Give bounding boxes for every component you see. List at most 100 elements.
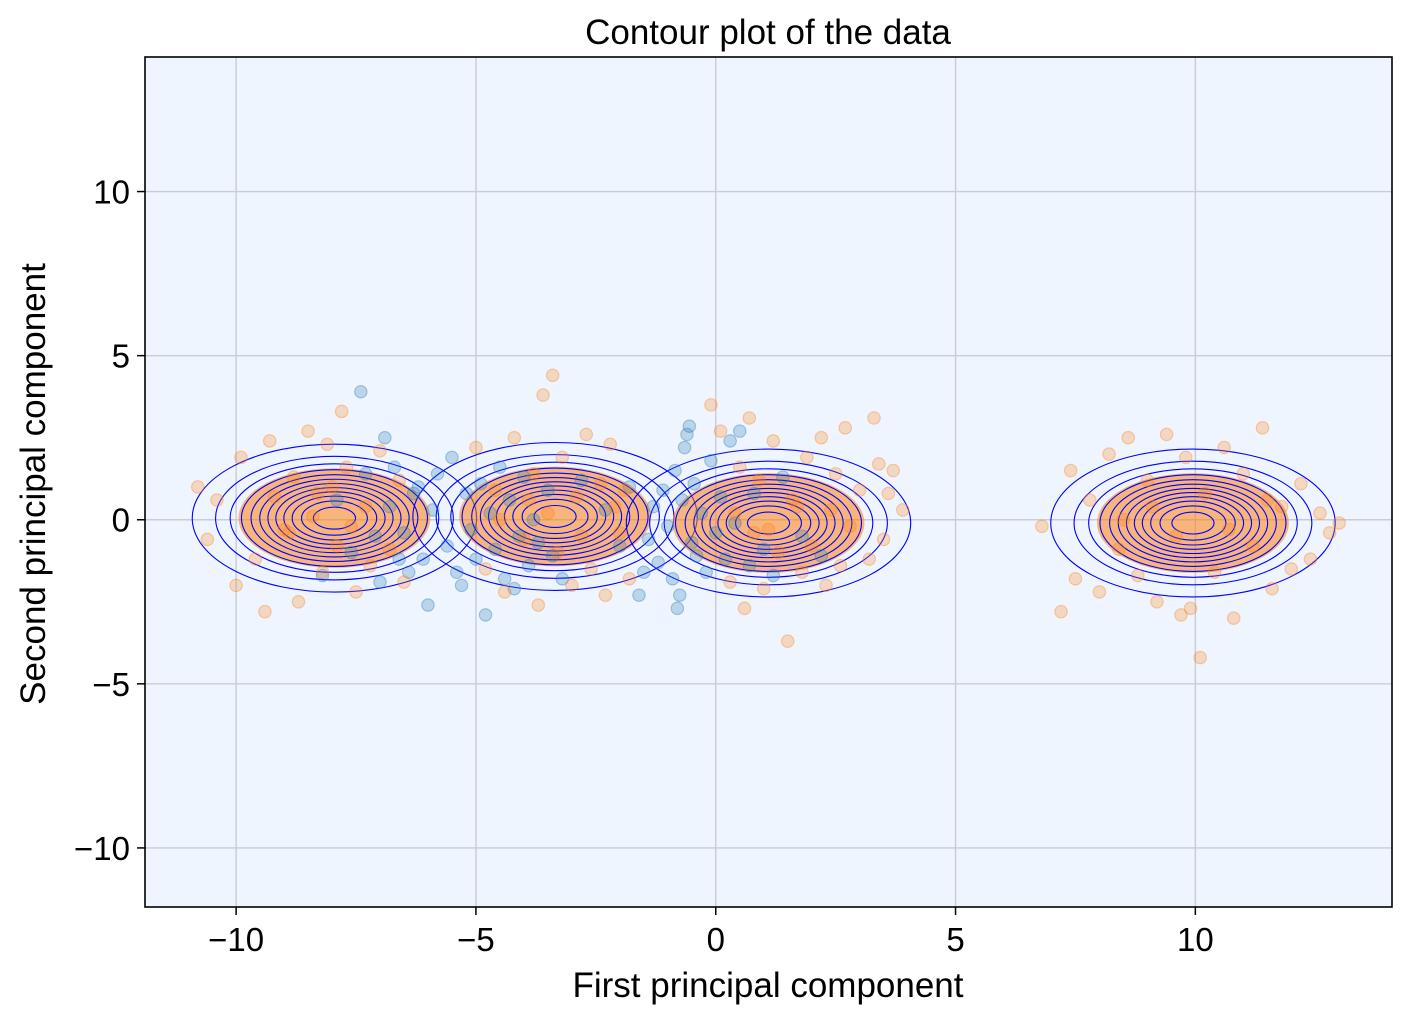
scatter-point (392, 552, 406, 566)
scatter-point (541, 506, 555, 520)
scatter-point (636, 565, 651, 580)
kde-contour-line (240, 469, 429, 568)
scatter-point (747, 526, 761, 540)
scatter-point (1236, 466, 1251, 481)
kde-contour-line (1125, 487, 1261, 559)
scatter-point (397, 575, 411, 589)
kde-contour-line (461, 467, 649, 566)
kde-contour-line (229, 463, 440, 573)
scatter-point (852, 483, 867, 498)
scatter-point (1207, 565, 1222, 580)
kde-contour-line (1073, 460, 1313, 586)
chart-title: Contour plot of the data (585, 13, 951, 52)
scatter-point (742, 558, 757, 573)
x-tick-label: 10 (1177, 921, 1214, 958)
kde-contour-line (1109, 479, 1277, 567)
scatter-point (229, 578, 243, 593)
scatter-point (531, 598, 546, 612)
scatter-point (833, 558, 848, 573)
scatter-point (425, 503, 440, 517)
scatter-point (862, 552, 877, 566)
scatter-point (680, 427, 694, 442)
scatter-point (704, 398, 718, 412)
scatter-point (1183, 601, 1198, 616)
kde-core-fill (238, 468, 431, 568)
scatter-point (310, 486, 325, 501)
kde-contour-line (1159, 505, 1227, 541)
scatter-point (1063, 463, 1078, 478)
scatter-point (687, 476, 701, 491)
scatter-point (732, 424, 747, 438)
scatter-point (1265, 581, 1279, 596)
scatter-point (545, 549, 560, 563)
scatter-point (459, 486, 474, 501)
scatter-point (478, 562, 493, 576)
scatter-point (670, 601, 685, 616)
kde-contour-line (250, 474, 419, 563)
scatter-point (1068, 572, 1083, 586)
scatter-point (512, 529, 526, 543)
scatter-point (732, 460, 747, 475)
scatter-point (200, 532, 215, 547)
scatter-point (1092, 585, 1107, 599)
scatter-point (354, 384, 368, 399)
y-tick-label: −10 (74, 830, 130, 867)
scatter-point (440, 539, 454, 553)
scatter-point (306, 509, 320, 524)
scatter-point (387, 460, 402, 475)
y-tick-label: 10 (93, 174, 130, 211)
scatter-point (541, 483, 555, 498)
scatter-point (766, 568, 781, 583)
scatter-point (646, 499, 661, 514)
kde-contour-line (300, 500, 368, 536)
scatter-point (339, 460, 354, 475)
scatter-point (373, 444, 387, 458)
kde-contour-line (746, 511, 791, 535)
scatter-point (1198, 486, 1212, 501)
kde-contour-line (701, 487, 836, 559)
scatter-point (1140, 473, 1155, 488)
kde-contour-line (283, 491, 386, 545)
scatter-point (286, 470, 301, 484)
scatter-point (713, 424, 728, 438)
scatter-point (795, 529, 809, 543)
scatter-point (344, 545, 359, 560)
scatter-point (677, 440, 692, 455)
scatter-point (574, 529, 589, 543)
scatter-point (684, 535, 699, 550)
kde-contour-line (450, 461, 660, 572)
scatter-point (406, 486, 421, 501)
scatter-point (521, 558, 536, 573)
scatter-point (872, 457, 886, 471)
scatter-point (660, 519, 675, 534)
scatter-point (1246, 539, 1260, 553)
scatter-point (895, 503, 910, 517)
scatter-point (315, 568, 330, 583)
scatter-point (598, 503, 613, 517)
scatter-point (1322, 526, 1337, 540)
scatter-point (464, 522, 478, 537)
kde-contour-line (1133, 491, 1253, 555)
kde-contour-line (275, 487, 394, 550)
scatter-point (526, 466, 541, 481)
scatter-point (325, 480, 339, 494)
scatter-point (1102, 447, 1116, 461)
scatter-point (838, 421, 853, 435)
scatter-point (1178, 450, 1193, 465)
scatter-point (699, 565, 713, 580)
scatter-point (622, 572, 637, 586)
scatter-point (800, 450, 814, 465)
scatter-point (493, 512, 507, 527)
scatter-point (344, 519, 359, 534)
scatter-point (704, 453, 718, 468)
kde-core-fill (1097, 473, 1289, 573)
scatter-point (824, 503, 838, 517)
kde-contour-line (684, 479, 853, 567)
y-tick-label: 0 (112, 502, 130, 539)
scatter-point (258, 604, 272, 619)
scatter-point (651, 555, 665, 570)
y-axis-label: Second principal component (14, 263, 53, 705)
scatter-point (1226, 611, 1241, 625)
scatter-point (469, 440, 483, 455)
kde-contour-line (495, 485, 615, 548)
